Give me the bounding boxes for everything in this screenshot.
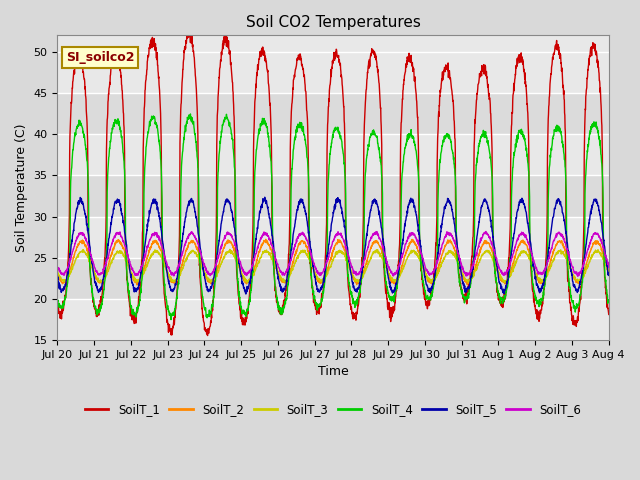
Y-axis label: Soil Temperature (C): Soil Temperature (C)	[15, 123, 28, 252]
Bar	[58, 93, 609, 134]
Bar	[58, 175, 609, 216]
Legend: SoilT_1, SoilT_2, SoilT_3, SoilT_4, SoilT_5, SoilT_6: SoilT_1, SoilT_2, SoilT_3, SoilT_4, Soil…	[80, 398, 586, 420]
Bar	[58, 258, 609, 299]
Title: Soil CO2 Temperatures: Soil CO2 Temperatures	[246, 15, 420, 30]
Text: SI_soilco2: SI_soilco2	[66, 51, 134, 64]
X-axis label: Time: Time	[317, 365, 348, 379]
